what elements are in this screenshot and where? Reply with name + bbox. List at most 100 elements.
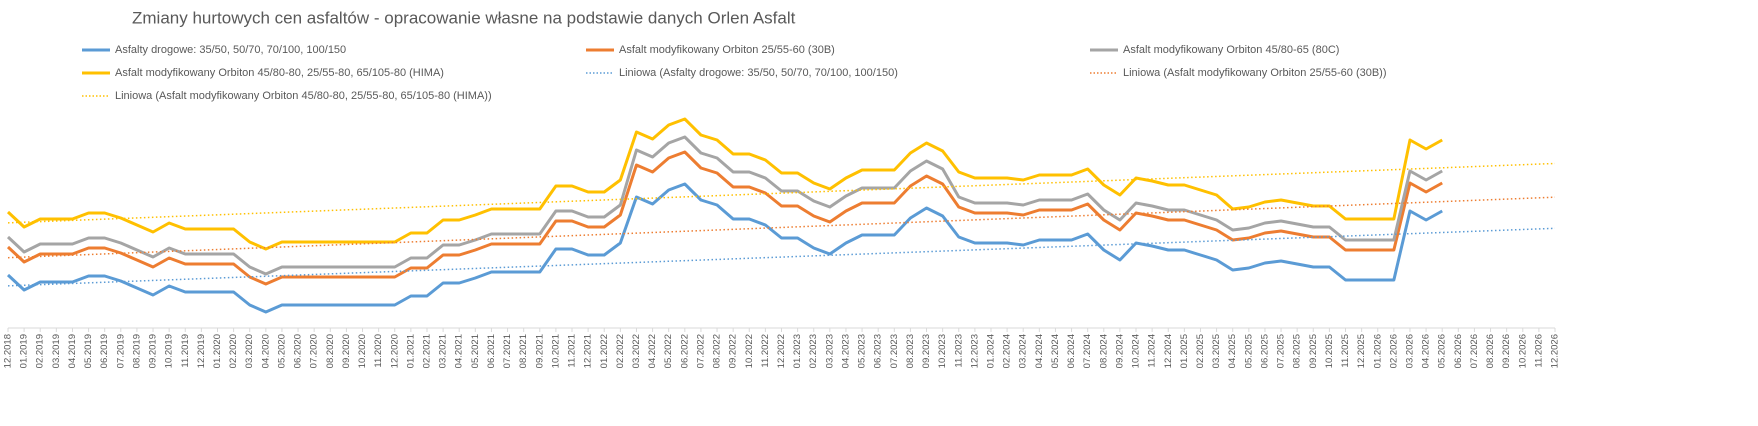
- x-tick-label: 04.2023: [840, 334, 851, 368]
- x-tick-label: 07.2026: [1469, 334, 1480, 368]
- x-tick-label: 03.2021: [438, 334, 449, 368]
- x-tick-label: 01.2023: [792, 334, 803, 368]
- series-line: [6, 150, 1443, 286]
- x-tick-label: 05.2026: [1437, 334, 1448, 368]
- x-tick-label: 11.2020: [373, 334, 384, 368]
- x-tick-label: 06.2026: [1453, 334, 1464, 368]
- x-tick-label: 03.2019: [51, 334, 62, 368]
- x-tick-label: 06.2019: [99, 334, 110, 368]
- x-tick-label: 05.2025: [1243, 334, 1254, 368]
- x-tick-label: 09.2026: [1501, 334, 1512, 368]
- x-tick-label: 08.2024: [1098, 334, 1109, 368]
- x-tick-label: 12.2021: [583, 334, 594, 368]
- x-tick-label: 11.2023: [953, 334, 964, 368]
- legend-label: Liniowa (Asfalt modyfikowany Orbiton 25/…: [1123, 67, 1387, 79]
- x-tick-label: 08.2020: [325, 334, 336, 368]
- x-tick-label: 06.2022: [679, 334, 690, 368]
- x-tick-label: 11.2021: [567, 334, 578, 368]
- x-tick-label: 02.2022: [615, 334, 626, 368]
- x-tick-label: 11.2024: [1147, 334, 1158, 368]
- x-tick-label: 04.2026: [1421, 334, 1432, 368]
- x-tick-label: 02.2019: [35, 334, 46, 368]
- x-tick-label: 07.2019: [115, 334, 126, 368]
- legend-label: Asfalty drogowe: 35/50, 50/70, 70/100, 1…: [115, 44, 346, 56]
- x-tick-label: 05.2020: [276, 334, 287, 368]
- x-tick-label: 10.2021: [550, 334, 561, 368]
- x-tick-label: 06.2025: [1259, 334, 1270, 368]
- legend-label: Liniowa (Asfalt modyfikowany Orbiton 45/…: [115, 90, 492, 102]
- x-tick-label: 10.2020: [357, 334, 368, 368]
- x-tick-label: 03.2022: [631, 334, 642, 368]
- x-tick-label: 08.2022: [712, 334, 723, 368]
- x-tick-label: 04.2024: [1034, 334, 1045, 368]
- x-tick-label: 06.2023: [873, 334, 884, 368]
- legend-label: Asfalt modyfikowany Orbiton 25/55-60 (30…: [619, 44, 835, 56]
- x-tick-label: 02.2020: [228, 334, 239, 368]
- series-line: [6, 182, 1443, 314]
- x-tick-label: 09.2022: [728, 334, 739, 368]
- x-tick-label: 10.2025: [1324, 334, 1335, 368]
- x-tick-label: 08.2019: [131, 334, 142, 368]
- x-tick-label: 08.2021: [518, 334, 529, 368]
- x-tick-label: 11.2025: [1340, 334, 1351, 368]
- x-tick-label: 10.2024: [1131, 334, 1142, 368]
- x-tick-label: 12.2024: [1163, 334, 1174, 368]
- x-tick-label: 04.2019: [67, 334, 78, 368]
- x-tick-label: 06.2020: [293, 334, 304, 368]
- x-tick-label: 07.2020: [309, 334, 320, 368]
- x-tick-label: 10.2019: [164, 334, 175, 368]
- x-tick-label: 10.2026: [1517, 334, 1528, 368]
- x-tick-label: 06.2024: [1066, 334, 1077, 368]
- x-tick-label: 01.2025: [1179, 334, 1190, 368]
- x-tick-label: 07.2024: [1082, 334, 1093, 368]
- x-tick-label: 02.2024: [1002, 334, 1013, 368]
- x-tick-label: 05.2021: [470, 334, 481, 368]
- series-line: [6, 135, 1443, 276]
- x-tick-label: 08.2026: [1485, 334, 1496, 368]
- x-tick-label: 03.2026: [1404, 334, 1415, 368]
- x-tick-label: 11.2022: [760, 334, 771, 368]
- x-tick-label: 04.2021: [454, 334, 465, 368]
- x-tick-label: 12.2026: [1550, 334, 1561, 368]
- x-tick-label: 03.2020: [244, 334, 255, 368]
- x-tick-label: 12.2022: [776, 334, 787, 368]
- x-tick-label: 08.2023: [905, 334, 916, 368]
- series-line: [6, 117, 1443, 251]
- x-tick-label: 10.2023: [937, 334, 948, 368]
- x-tick-label: 02.2025: [1195, 334, 1206, 368]
- legend-label: Asfalt modyfikowany Orbiton 45/80-65 (80…: [1123, 44, 1339, 56]
- x-tick-label: 01.2024: [986, 334, 997, 368]
- x-tick-label: 02.2026: [1388, 334, 1399, 368]
- x-tick-label: 12.2023: [969, 334, 980, 368]
- chart-title: Zmiany hurtowych cen asfaltów - opracowa…: [132, 8, 796, 27]
- x-tick-label: 09.2025: [1308, 334, 1319, 368]
- x-tick-label: 10.2022: [744, 334, 755, 368]
- x-tick-label: 01.2021: [405, 334, 416, 368]
- x-tick-label: 12.2018: [3, 334, 14, 368]
- x-tick-label: 12.2019: [196, 334, 207, 368]
- legend-label: Asfalt modyfikowany Orbiton 45/80-80, 25…: [115, 67, 444, 79]
- x-tick-label: 09.2024: [1114, 334, 1125, 368]
- x-tick-label: 01.2020: [212, 334, 223, 368]
- x-tick-label: 07.2021: [502, 334, 513, 368]
- x-tick-label: 09.2019: [148, 334, 159, 368]
- x-tick-label: 05.2022: [663, 334, 674, 368]
- x-tick-label: 01.2019: [19, 334, 30, 368]
- x-tick-label: 06.2021: [486, 334, 497, 368]
- x-tick-label: 09.2021: [534, 334, 545, 368]
- x-tick-label: 02.2023: [808, 334, 819, 368]
- x-tick-label: 01.2026: [1372, 334, 1383, 368]
- x-tick-label: 03.2024: [1018, 334, 1029, 368]
- legend-label: Liniowa (Asfalty drogowe: 35/50, 50/70, …: [619, 67, 898, 79]
- x-tick-label: 04.2020: [260, 334, 271, 368]
- x-tick-label: 03.2025: [1211, 334, 1222, 368]
- x-tick-label: 11.2026: [1533, 334, 1544, 368]
- x-tick-label: 09.2023: [921, 334, 932, 368]
- x-tick-label: 08.2025: [1292, 334, 1303, 368]
- x-tick-label: 05.2019: [83, 334, 94, 368]
- x-tick-label: 09.2020: [341, 334, 352, 368]
- x-tick-label: 02.2021: [421, 334, 432, 368]
- x-tick-label: 07.2023: [889, 334, 900, 368]
